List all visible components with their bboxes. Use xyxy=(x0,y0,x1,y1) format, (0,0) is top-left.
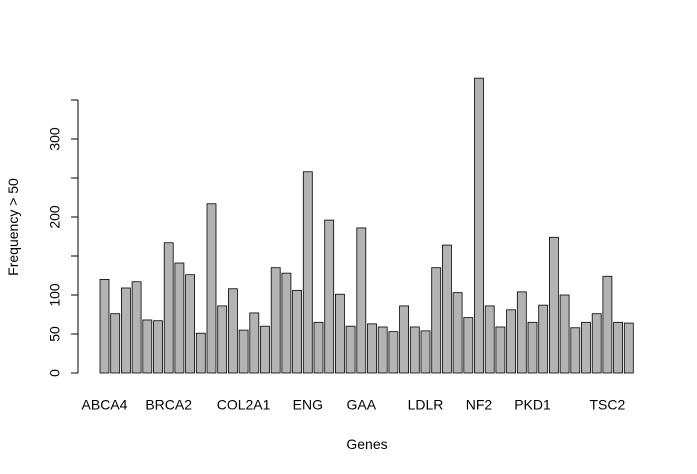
bar xyxy=(452,292,463,374)
bar xyxy=(623,322,634,374)
y-axis-label: Frequency > 50 xyxy=(5,178,21,276)
x-tick-label: LDLR xyxy=(408,397,444,413)
bar xyxy=(420,330,431,374)
bar xyxy=(581,321,591,374)
bar xyxy=(570,327,581,374)
y-tick-label: 0 xyxy=(47,369,63,377)
bar xyxy=(163,242,174,374)
bar xyxy=(227,288,238,374)
bar xyxy=(463,317,474,374)
y-tick-label: 100 xyxy=(47,283,63,307)
bar xyxy=(313,321,324,374)
bar xyxy=(549,236,559,374)
bar xyxy=(217,305,228,374)
bar xyxy=(206,203,217,374)
bar xyxy=(591,313,602,374)
bar xyxy=(527,321,538,374)
bar xyxy=(270,267,281,374)
bar xyxy=(260,325,270,374)
bar xyxy=(185,274,196,374)
x-tick-label: TSC2 xyxy=(590,397,626,413)
bar xyxy=(249,312,260,374)
bar xyxy=(474,77,484,374)
bar xyxy=(399,305,410,374)
bar xyxy=(99,278,110,374)
bar xyxy=(142,319,153,374)
x-tick-label: PKD1 xyxy=(514,397,551,413)
x-tick-label: BRCA2 xyxy=(145,397,192,413)
bar xyxy=(495,326,506,374)
bar xyxy=(238,329,249,374)
bar xyxy=(324,219,335,374)
bar xyxy=(506,309,517,374)
x-tick-label: ABCA4 xyxy=(82,397,128,413)
bar xyxy=(484,305,495,374)
bar xyxy=(559,294,570,374)
bar xyxy=(110,313,121,374)
bar xyxy=(441,244,452,374)
bar xyxy=(356,227,367,374)
bar xyxy=(377,326,388,374)
bar xyxy=(334,293,345,374)
bar xyxy=(153,320,163,374)
bar xyxy=(131,281,142,374)
x-tick-label: GAA xyxy=(347,397,377,413)
bar xyxy=(516,291,527,374)
x-tick-label: NF2 xyxy=(466,397,493,413)
bar xyxy=(345,325,356,374)
bar xyxy=(281,272,292,374)
bar xyxy=(431,267,442,374)
x-tick-label: ENG xyxy=(293,397,323,413)
y-tick-label: 200 xyxy=(47,205,63,229)
bar xyxy=(302,171,313,374)
x-axis-label: Genes xyxy=(346,436,387,452)
bar xyxy=(292,289,303,374)
bar xyxy=(174,262,185,374)
bar xyxy=(195,332,206,374)
bar xyxy=(409,326,420,374)
bar xyxy=(602,275,613,374)
bar xyxy=(367,323,377,374)
bar xyxy=(613,321,623,374)
bar xyxy=(121,287,131,374)
y-tick-label: 300 xyxy=(47,127,63,151)
x-tick-label: COL2A1 xyxy=(217,397,271,413)
bar xyxy=(538,304,549,374)
y-tick-label: 50 xyxy=(47,326,63,342)
bar xyxy=(388,331,399,374)
